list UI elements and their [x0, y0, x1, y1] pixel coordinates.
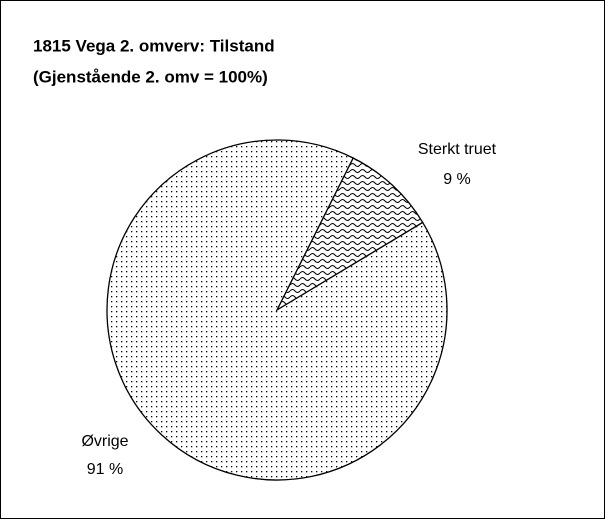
slice-label: Øvrige	[81, 433, 128, 450]
slice-value-label: 91 %	[87, 461, 123, 478]
pie-slice	[106, 139, 448, 481]
pie-slice	[275, 157, 424, 312]
slice-label: Sterkt truet	[418, 141, 497, 158]
chart-title: 1815 Vega 2. omverv: Tilstand	[33, 36, 275, 55]
chart-subtitle: (Gjenstående 2. omv = 100%)	[33, 67, 268, 86]
slice-value-label: 9 %	[443, 171, 471, 188]
